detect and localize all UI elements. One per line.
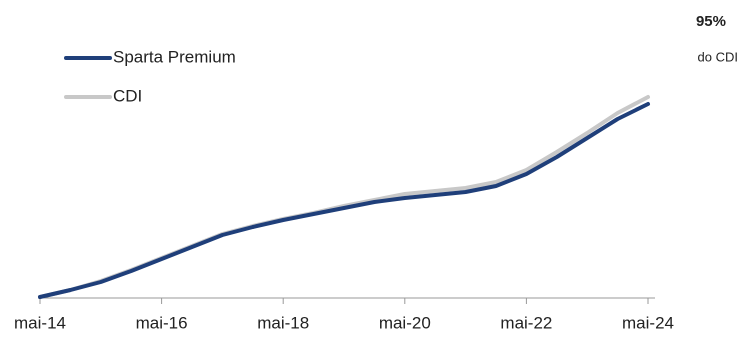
line-series [38, 102, 650, 299]
x-tick-label: mai-18 [257, 313, 309, 332]
annotation: 95% [696, 13, 726, 30]
x-tick-label: mai-22 [500, 313, 552, 332]
legend-label: Sparta Premium [113, 47, 236, 66]
x-tick-label: mai-14 [14, 313, 66, 332]
x-tick-label: mai-24 [622, 313, 674, 332]
x-tick-label: mai-20 [379, 313, 431, 332]
legend-label: CDI [113, 86, 142, 105]
annotation: do CDI [698, 49, 738, 64]
x-tick-label: mai-16 [136, 313, 188, 332]
line-series [38, 95, 650, 299]
